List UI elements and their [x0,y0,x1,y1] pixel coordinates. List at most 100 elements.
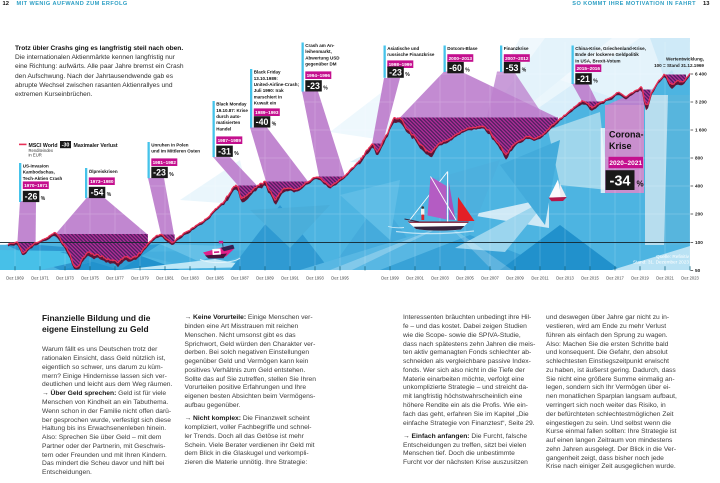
svg-text:Dez 1981: Dez 1981 [156,275,174,280]
svg-text:%: % [169,172,174,178]
svg-text:Unruhen in Polen: Unruhen in Polen [151,142,189,147]
svg-text:Wertentwicklung,: Wertentwicklung, [666,57,704,62]
svg-text:1 600: 1 600 [695,128,707,133]
svg-text:russische Finanzkrise: russische Finanzkrise [387,52,435,57]
svg-text:Dez 1995: Dez 1995 [331,275,349,280]
svg-text:MSCI World: MSCI World [29,143,58,149]
svg-text:%: % [41,196,46,202]
svg-text:Dez 1999: Dez 1999 [381,275,399,280]
svg-text:Dez 2019: Dez 2019 [631,275,649,280]
svg-text:2007–2012: 2007–2012 [505,56,529,61]
svg-text:19.10.87: Krise: 19.10.87: Krise [216,108,248,113]
svg-text:Dez 1993: Dez 1993 [306,275,324,280]
svg-text:Dez 1973: Dez 1973 [56,275,74,280]
svg-text:gegenüber DM: gegenüber DM [305,62,337,67]
svg-text:%: % [234,151,239,157]
svg-text:Ende der lockeren Geldpolitik: Ende der lockeren Geldpolitik [575,52,639,57]
svg-text:leihenmarkt,: leihenmarkt, [305,49,332,54]
svg-text:-23: -23 [153,168,166,178]
svg-text:Dez 2007: Dez 2007 [481,275,499,280]
svg-text:100 = Stand 31.12.1969: 100 = Stand 31.12.1969 [654,63,704,68]
svg-text:-31: -31 [218,146,231,156]
svg-text:Tech-Aktien Crash: Tech-Aktien Crash [23,176,63,181]
svg-text:Krise: Krise [609,141,632,151]
svg-text:Renditeindex: Renditeindex [29,148,54,153]
svg-text:Crash am An-: Crash am An- [305,43,335,48]
svg-text:100: 100 [695,240,703,245]
svg-text:-34: -34 [610,174,631,190]
svg-text:1970–1971: 1970–1971 [24,183,48,188]
svg-text:-40: -40 [256,117,269,127]
svg-text:-23: -23 [307,81,320,91]
svg-text:%: % [465,67,470,73]
svg-text:Corona-: Corona- [609,130,644,140]
svg-text:%: % [323,86,328,92]
svg-text:2000–2013: 2000–2013 [449,56,473,61]
svg-text:%: % [272,122,277,128]
svg-text:in USA, Brexit-Votum: in USA, Brexit-Votum [575,58,620,63]
svg-text:und im Mittleren Osten: und im Mittleren Osten [151,149,200,154]
svg-text:Abwertung USD: Abwertung USD [305,55,340,60]
svg-text:Dez 1987: Dez 1987 [231,275,249,280]
svg-text:in EUR: in EUR [29,152,42,157]
svg-text:%: % [107,192,112,198]
svg-text:Finanzkrise: Finanzkrise [504,46,529,51]
svg-text:Dez 2017: Dez 2017 [606,275,624,280]
svg-text:Ölpreiskrisen: Ölpreiskrisen [89,168,118,174]
svg-text:1994–1996: 1994–1996 [307,73,331,78]
svg-text:1973–1980: 1973–1980 [90,179,114,184]
svg-text:Dez 1969: Dez 1969 [6,275,24,280]
svg-text:Dez 2001: Dez 2001 [406,275,424,280]
svg-text:Dez 2023: Dez 2023 [681,275,699,280]
svg-text:-30: -30 [62,143,70,149]
svg-text:-53: -53 [506,63,519,73]
svg-text:-23: -23 [389,67,402,77]
svg-text:400: 400 [695,184,703,189]
svg-text:13.10.1989:: 13.10.1989: [254,76,279,81]
svg-text:Dez 1977: Dez 1977 [106,275,124,280]
svg-text:-21: -21 [577,74,590,84]
svg-text:matisierten: matisierten [216,120,240,125]
svg-text:Kuwait ein: Kuwait ein [254,101,277,106]
svg-text:Dez 2005: Dez 2005 [456,275,474,280]
svg-text:Quelle: Refinitiv: Quelle: Refinitiv [656,254,689,259]
svg-text:US-Invasion: US-Invasion [23,163,49,168]
svg-text:-26: -26 [25,192,38,202]
svg-text:200: 200 [695,212,703,217]
svg-text:Dez 2021: Dez 2021 [656,275,674,280]
svg-text:800: 800 [695,156,703,161]
svg-text:%: % [637,180,644,189]
svg-text:-54: -54 [91,188,104,198]
svg-text:Dez 1975: Dez 1975 [81,275,99,280]
svg-text:3 200: 3 200 [695,100,707,105]
svg-text:durch auto-: durch auto- [216,114,241,119]
svg-text:Dez 2011: Dez 2011 [531,275,549,280]
svg-text:Dotcom-Blase: Dotcom-Blase [447,46,478,51]
svg-text:-60: -60 [449,63,462,73]
svg-text:Dez 1979: Dez 1979 [131,275,149,280]
svg-text:Dez 2015: Dez 2015 [581,275,599,280]
svg-text:2020–2021: 2020–2021 [609,160,642,167]
svg-text:%: % [593,79,598,85]
svg-text:Asiatische und: Asiatische und [387,46,419,51]
svg-text:Dez 2003: Dez 2003 [431,275,449,280]
svg-text:United-Airline-Crash;: United-Airline-Crash; [254,82,300,87]
svg-text:Dez 1991: Dez 1991 [281,275,299,280]
svg-text:1987–1989: 1987–1989 [218,138,242,143]
svg-text:Dez 1989: Dez 1989 [256,275,274,280]
svg-text:Black Monday: Black Monday [216,102,247,107]
svg-text:Dez 2013: Dez 2013 [556,275,574,280]
svg-text:Juli 1990: Irak: Juli 1990: Irak [254,88,284,93]
svg-text:marschiert in: marschiert in [254,94,283,99]
svg-text:Dez 2009: Dez 2009 [506,275,524,280]
svg-text:1998–1999: 1998–1999 [389,62,413,67]
svg-text:%: % [405,72,410,78]
svg-text:%: % [522,67,527,73]
svg-text:Dez 1971: Dez 1971 [31,275,49,280]
svg-text:50: 50 [695,268,701,273]
svg-text:China-Krise, Griechenland-Kris: China-Krise, Griechenland-Krise, [575,46,646,51]
svg-text:6 400: 6 400 [695,72,707,77]
svg-text:Dez 1985: Dez 1985 [206,275,224,280]
svg-text:Stand: 31. Dezember 2023: Stand: 31. Dezember 2023 [633,260,689,265]
svg-text:Kambodschas,: Kambodschas, [23,170,55,175]
